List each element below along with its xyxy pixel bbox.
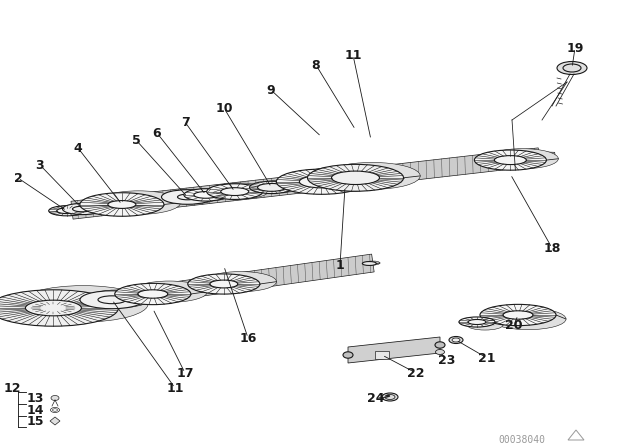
Ellipse shape <box>108 201 136 208</box>
Ellipse shape <box>67 203 107 214</box>
Text: 15: 15 <box>26 414 44 427</box>
Text: 8: 8 <box>312 59 320 72</box>
Ellipse shape <box>212 183 269 199</box>
Text: 9: 9 <box>267 83 275 96</box>
Text: 18: 18 <box>543 241 561 254</box>
Polygon shape <box>512 151 556 169</box>
Text: 5: 5 <box>132 134 140 146</box>
Text: 20: 20 <box>505 319 523 332</box>
Ellipse shape <box>115 284 191 305</box>
Ellipse shape <box>221 188 249 195</box>
Ellipse shape <box>298 167 388 192</box>
Ellipse shape <box>80 193 164 216</box>
Text: 14: 14 <box>26 404 44 417</box>
Polygon shape <box>375 351 389 359</box>
Text: 7: 7 <box>180 116 189 129</box>
Ellipse shape <box>474 150 547 170</box>
Ellipse shape <box>86 290 150 308</box>
Text: 10: 10 <box>215 102 233 115</box>
Ellipse shape <box>177 194 198 200</box>
Ellipse shape <box>186 189 230 201</box>
Ellipse shape <box>80 291 144 309</box>
Ellipse shape <box>300 176 344 188</box>
Ellipse shape <box>385 395 395 400</box>
Ellipse shape <box>366 261 380 265</box>
Ellipse shape <box>51 396 59 401</box>
Ellipse shape <box>332 171 380 185</box>
Ellipse shape <box>166 189 218 204</box>
Text: 2: 2 <box>13 172 22 185</box>
Ellipse shape <box>459 317 495 327</box>
Ellipse shape <box>259 180 303 193</box>
Ellipse shape <box>486 149 558 169</box>
Text: 16: 16 <box>239 332 257 345</box>
Ellipse shape <box>131 281 207 302</box>
Text: 00038040: 00038040 <box>498 435 545 445</box>
Text: 19: 19 <box>566 42 584 55</box>
Text: 17: 17 <box>176 366 194 379</box>
Ellipse shape <box>49 206 84 216</box>
Text: 13: 13 <box>26 392 44 405</box>
Ellipse shape <box>207 184 263 199</box>
Ellipse shape <box>26 300 81 316</box>
Text: 6: 6 <box>153 126 161 139</box>
Polygon shape <box>50 417 60 425</box>
Polygon shape <box>71 148 540 219</box>
Ellipse shape <box>307 164 403 191</box>
Ellipse shape <box>503 311 533 319</box>
Ellipse shape <box>494 155 526 164</box>
Ellipse shape <box>97 191 180 214</box>
Ellipse shape <box>51 210 62 214</box>
Ellipse shape <box>210 280 238 288</box>
Text: 24: 24 <box>367 392 385 405</box>
Ellipse shape <box>362 262 376 266</box>
Text: 12: 12 <box>3 382 20 395</box>
Text: 23: 23 <box>438 353 456 366</box>
Ellipse shape <box>382 393 398 401</box>
Text: 11: 11 <box>344 48 362 61</box>
Ellipse shape <box>184 189 228 201</box>
Ellipse shape <box>250 181 294 194</box>
Ellipse shape <box>435 349 445 354</box>
Ellipse shape <box>563 64 581 72</box>
Text: 3: 3 <box>36 159 44 172</box>
Polygon shape <box>120 254 374 307</box>
Ellipse shape <box>343 352 353 358</box>
Text: 1: 1 <box>335 258 344 271</box>
Ellipse shape <box>72 206 93 212</box>
Ellipse shape <box>467 320 503 330</box>
Ellipse shape <box>63 203 102 215</box>
Ellipse shape <box>557 61 587 74</box>
Ellipse shape <box>449 336 463 344</box>
Text: 4: 4 <box>74 142 83 155</box>
Ellipse shape <box>490 308 566 330</box>
Ellipse shape <box>468 319 486 324</box>
Ellipse shape <box>194 192 218 198</box>
Ellipse shape <box>435 342 445 348</box>
Ellipse shape <box>18 286 148 322</box>
Ellipse shape <box>54 205 91 215</box>
Ellipse shape <box>57 208 77 214</box>
Ellipse shape <box>276 169 366 194</box>
Ellipse shape <box>161 190 214 204</box>
Ellipse shape <box>386 395 390 397</box>
Ellipse shape <box>480 304 556 326</box>
Text: 21: 21 <box>478 352 496 365</box>
Ellipse shape <box>31 302 76 314</box>
Ellipse shape <box>188 274 260 294</box>
Ellipse shape <box>138 290 168 298</box>
Ellipse shape <box>452 338 460 342</box>
Polygon shape <box>348 337 440 363</box>
Ellipse shape <box>204 271 276 292</box>
Ellipse shape <box>257 184 285 191</box>
Ellipse shape <box>0 290 118 326</box>
Text: 11: 11 <box>166 382 184 395</box>
Text: 22: 22 <box>407 366 425 379</box>
Ellipse shape <box>98 296 126 304</box>
Ellipse shape <box>324 163 420 190</box>
